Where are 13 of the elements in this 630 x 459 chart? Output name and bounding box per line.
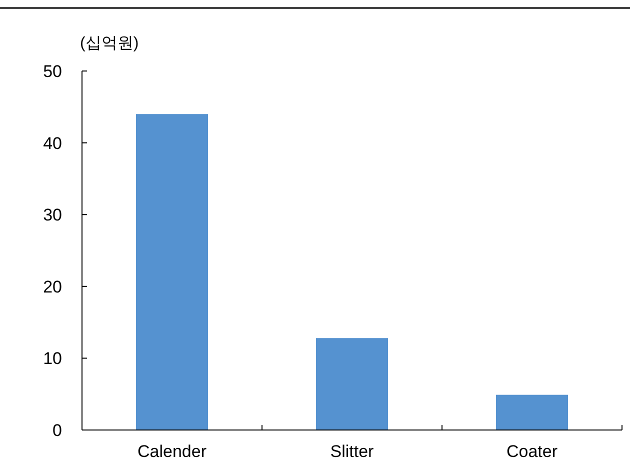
y-tick-label: 0 [52, 421, 62, 440]
x-tick-label: Slitter [330, 442, 374, 459]
x-tick-label: Calender [138, 442, 207, 459]
bar [496, 394, 568, 430]
x-tick-label: Coater [506, 442, 558, 459]
y-tick-label: 50 [43, 62, 62, 81]
y-tick-label: 20 [43, 277, 62, 296]
bar [136, 114, 208, 430]
y-tick-label: 40 [43, 134, 62, 153]
y-axis-title: (십억원) [80, 35, 139, 52]
bar [316, 338, 388, 430]
y-tick-label: 30 [43, 206, 62, 225]
y-tick-label: 10 [43, 349, 62, 368]
